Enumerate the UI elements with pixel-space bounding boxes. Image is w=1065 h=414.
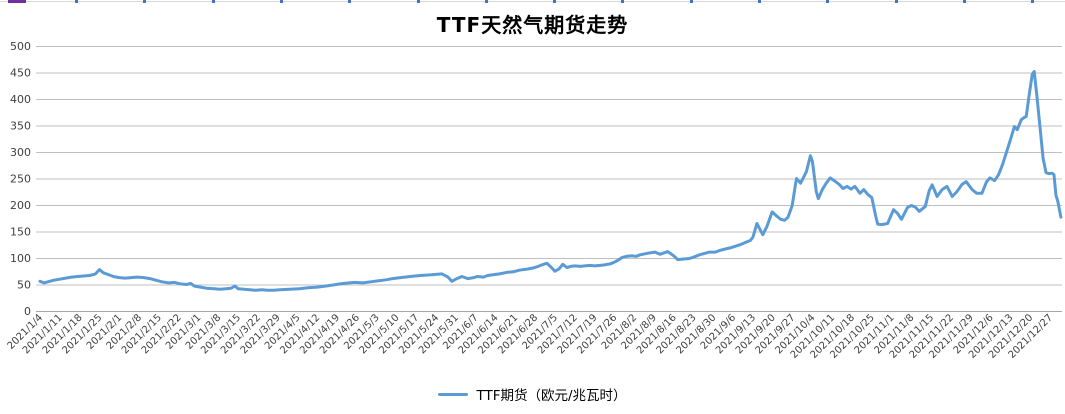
y-tick-label: 100 — [10, 252, 31, 265]
spreadsheet-column-tick — [348, 0, 351, 3]
y-axis-labels: 0 50 100 150 200 250 300 350 400 450 500 — [10, 40, 31, 318]
y-tick-label: 300 — [10, 146, 31, 159]
y-tick-label: 0 — [24, 305, 31, 318]
legend-line-swatch — [438, 392, 469, 396]
chart-title: TTF天然气期货走势 — [436, 13, 629, 37]
ttf-price-line — [38, 69, 1063, 292]
spreadsheet-selection-mark — [8, 0, 26, 3]
y-tick-label: 500 — [10, 40, 31, 53]
y-tick-label: 400 — [10, 93, 31, 106]
y-tick-label: 200 — [10, 199, 31, 212]
spreadsheet-column-tick — [895, 0, 898, 3]
spreadsheet-column-tick — [212, 0, 215, 3]
spreadsheet-column-tick — [485, 0, 488, 3]
x-axis-labels: 2021/1/42021/1/112021/1/182021/1/252021/… — [6, 312, 1056, 361]
spreadsheet-column-tick — [280, 0, 283, 3]
legend: TTF期货（欧元/兆瓦时） — [0, 384, 1065, 404]
spreadsheet-top-edge — [0, 0, 1065, 4]
spreadsheet-column-tick — [621, 0, 624, 3]
spreadsheet-column-tick — [1031, 0, 1034, 3]
spreadsheet-column-tick — [143, 0, 146, 3]
y-tick-label: 150 — [10, 226, 31, 239]
spreadsheet-column-tick — [758, 0, 761, 3]
spreadsheet-column-tick — [75, 0, 78, 3]
y-tick-label: 450 — [10, 67, 31, 80]
spreadsheet-column-tick — [553, 0, 556, 3]
spreadsheet-column-tick — [826, 0, 829, 3]
gridlines — [36, 46, 1062, 312]
y-tick-label: 250 — [10, 173, 31, 186]
y-tick-label: 50 — [17, 279, 31, 292]
spreadsheet-column-tick — [963, 0, 966, 3]
spreadsheet-row-border — [0, 1, 1065, 2]
spreadsheet-column-tick — [690, 0, 693, 3]
legend-label: TTF期货（欧元/兆瓦时） — [476, 388, 627, 404]
spreadsheet-column-tick — [417, 0, 420, 3]
y-tick-label: 350 — [10, 120, 31, 133]
